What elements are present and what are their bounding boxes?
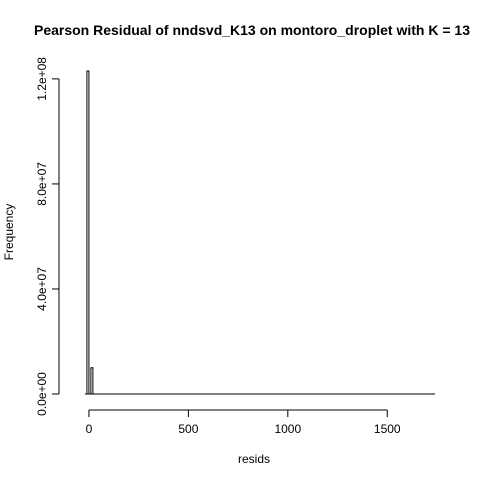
x-axis-label: resids [238, 452, 270, 466]
chart-title: Pearson Residual of nndsvd_K13 on montor… [34, 22, 470, 38]
plot-area [84, 70, 435, 395]
x-tick-label: 1500 [374, 422, 401, 436]
x-axis: 0 500 1000 1500 [86, 409, 401, 436]
histogram-bar-1 [86, 70, 90, 395]
histogram-bar-3 [90, 367, 94, 395]
x-tick-label: 0 [86, 422, 93, 436]
x-tick-label: 1000 [274, 422, 301, 436]
y-axis: 0.0e+00 4.0e+07 8.0e+07 1.2e+08 [35, 57, 60, 416]
y-tick-label: 1.2e+08 [35, 57, 49, 101]
x-tick-label: 500 [178, 422, 198, 436]
y-axis-label: Frequency [2, 204, 16, 261]
y-tick-label: 4.0e+07 [35, 267, 49, 311]
y-tick-label: 8.0e+07 [35, 162, 49, 206]
y-tick-label: 0.0e+00 [35, 372, 49, 416]
